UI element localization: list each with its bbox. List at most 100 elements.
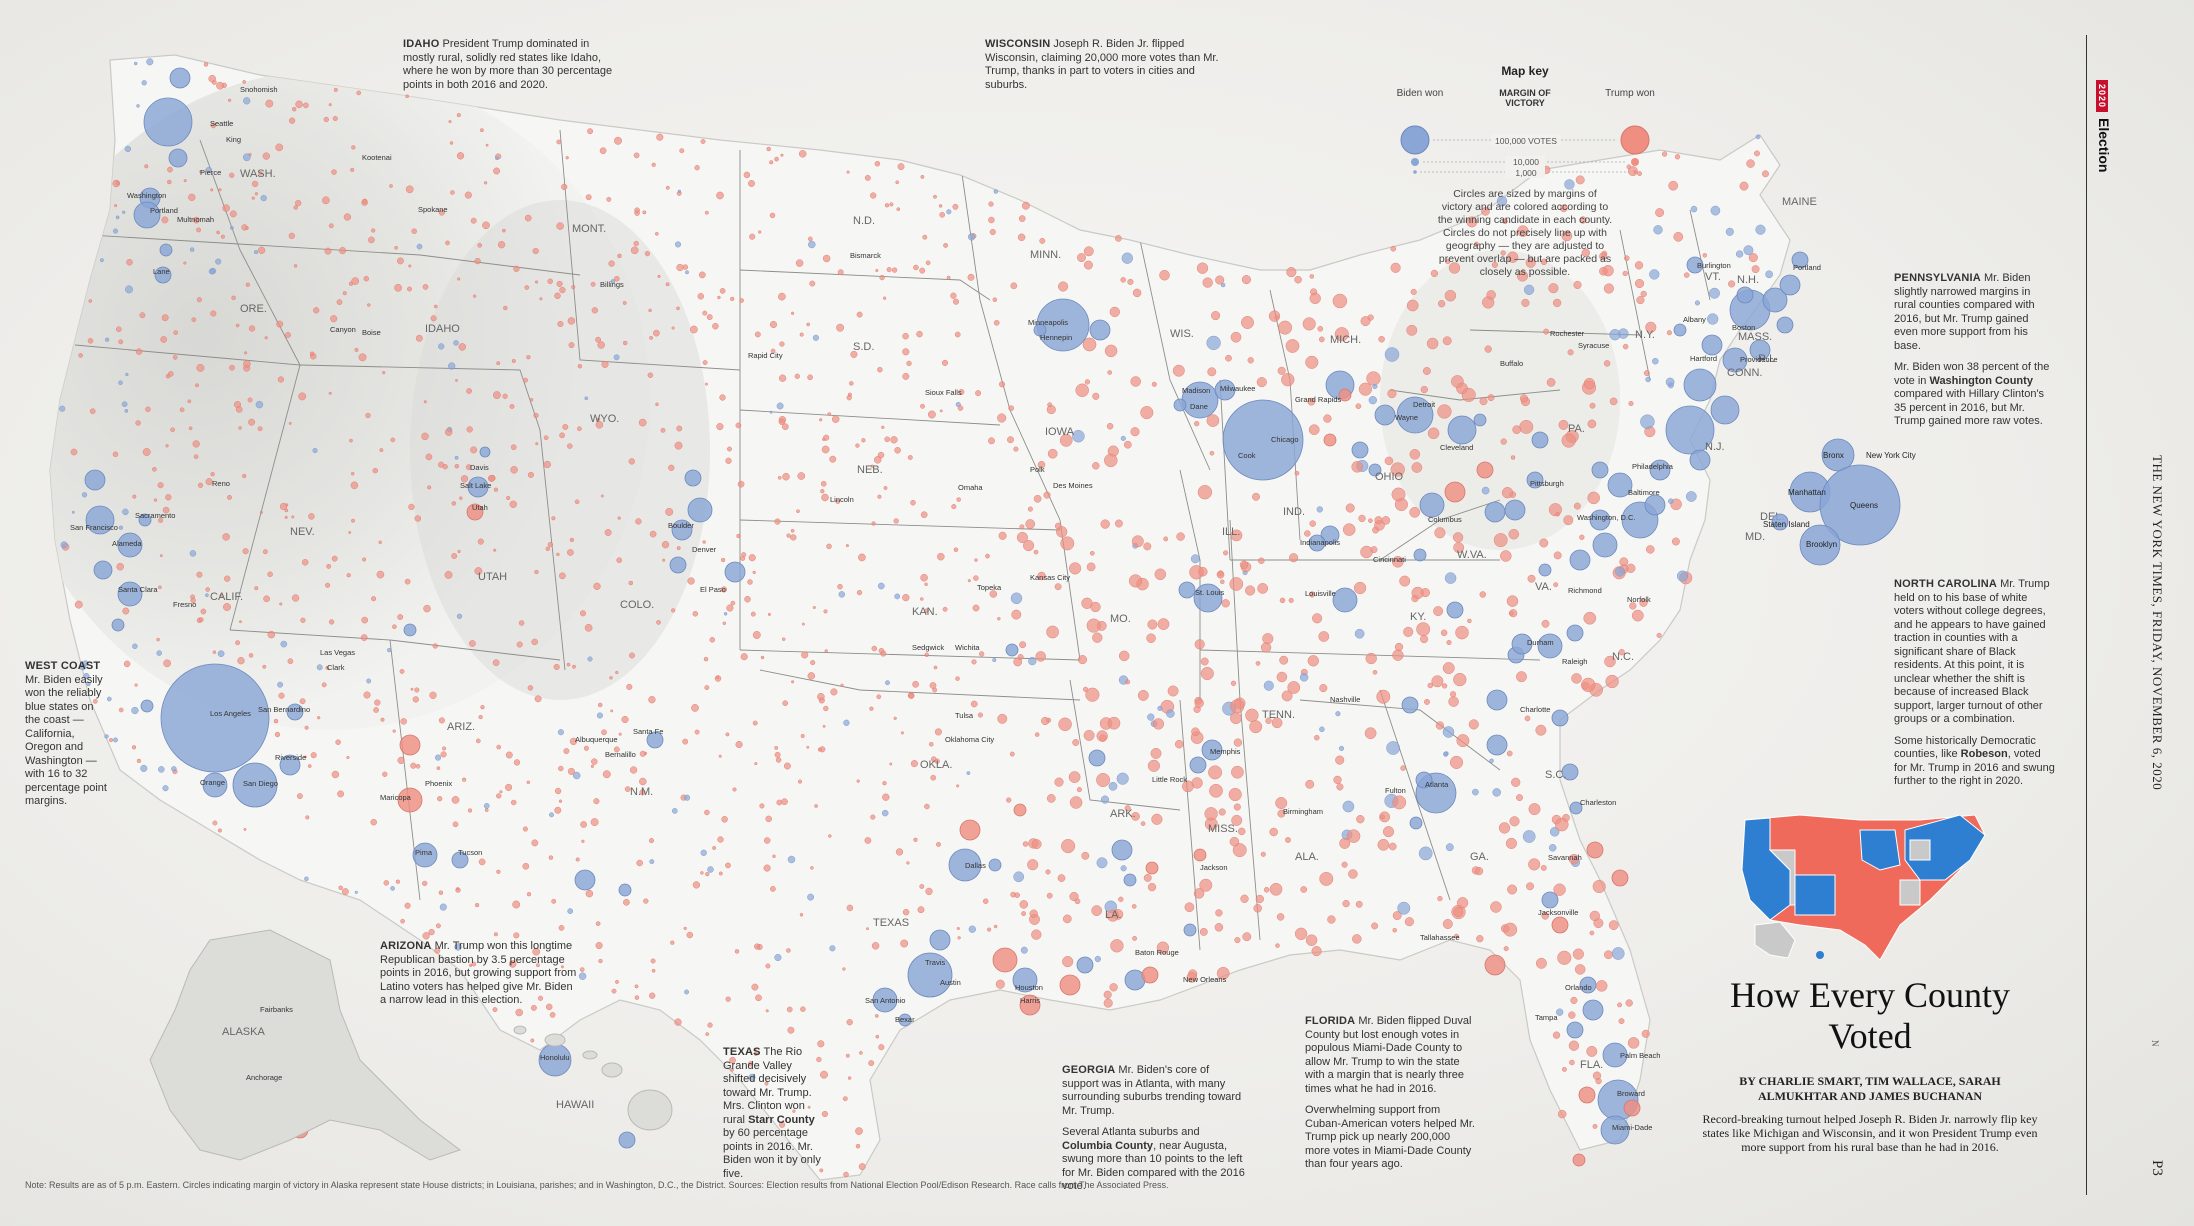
county-circle bbox=[1137, 689, 1149, 701]
county-circle bbox=[1521, 298, 1530, 307]
county-circle bbox=[1619, 557, 1629, 567]
county-circle bbox=[383, 880, 390, 886]
state-label: S.C. bbox=[1545, 769, 1566, 781]
county-circle bbox=[162, 785, 169, 792]
place-label: Reno bbox=[212, 479, 230, 488]
county-circle bbox=[1157, 618, 1170, 630]
county-circle bbox=[1481, 207, 1490, 216]
county-circle bbox=[193, 454, 199, 460]
county-circle bbox=[982, 898, 989, 904]
county-circle bbox=[929, 742, 934, 747]
place-label: Tucson bbox=[458, 848, 482, 857]
county-circle bbox=[308, 513, 315, 520]
county-circle bbox=[551, 516, 556, 521]
county-circle bbox=[276, 320, 284, 328]
county-circle bbox=[217, 828, 222, 833]
county-circle bbox=[1285, 339, 1300, 353]
place-label: New Orleans bbox=[1183, 975, 1227, 984]
county-circle bbox=[1039, 237, 1046, 244]
county-circle bbox=[1096, 857, 1108, 869]
county-circle bbox=[657, 274, 661, 278]
county-circle bbox=[1450, 691, 1457, 698]
county-circle bbox=[1035, 651, 1046, 662]
county-circle bbox=[717, 295, 721, 300]
county-circle bbox=[534, 695, 542, 703]
county-circle bbox=[1674, 154, 1681, 160]
annotation-emphasis: Columbia County bbox=[1062, 1139, 1154, 1152]
county-circle bbox=[1114, 519, 1123, 528]
county-circle bbox=[1202, 277, 1213, 288]
county-circle bbox=[629, 652, 635, 659]
county-circle bbox=[797, 472, 806, 480]
county-circle bbox=[598, 958, 603, 964]
county-circle bbox=[1380, 814, 1386, 820]
county-circle bbox=[484, 808, 489, 812]
county-circle bbox=[390, 886, 395, 891]
county-circle bbox=[229, 172, 235, 178]
place-label: Polk bbox=[1030, 465, 1045, 474]
county-circle bbox=[1083, 260, 1093, 270]
county-circle bbox=[1636, 296, 1645, 305]
county-circle bbox=[723, 612, 728, 616]
county-circle bbox=[724, 561, 746, 583]
county-circle bbox=[407, 286, 412, 292]
county-circle bbox=[1516, 671, 1527, 683]
county-circle bbox=[702, 360, 708, 366]
county-circle bbox=[428, 928, 435, 936]
nyc-label: Bronx bbox=[1823, 451, 1844, 460]
county-circle bbox=[967, 233, 976, 241]
county-circle bbox=[1191, 727, 1200, 736]
county-circle bbox=[791, 680, 795, 684]
county-circle bbox=[141, 80, 147, 86]
county-circle bbox=[1571, 673, 1582, 684]
county-circle bbox=[1316, 506, 1323, 513]
place-label: Louisville bbox=[1305, 589, 1336, 598]
county-circle bbox=[1323, 433, 1337, 447]
county-circle bbox=[765, 815, 772, 823]
county-circle bbox=[1586, 1045, 1598, 1057]
state-label: HAWAII bbox=[556, 1099, 594, 1111]
county-circle bbox=[835, 499, 841, 504]
annotation-body-2-end: , near Augusta, swung more than 10 point… bbox=[1062, 1139, 1245, 1193]
county-circle bbox=[882, 781, 887, 786]
county-circle bbox=[1225, 354, 1232, 362]
county-circle bbox=[621, 715, 629, 724]
county-circle bbox=[1365, 652, 1377, 665]
county-circle bbox=[1260, 642, 1272, 653]
county-circle bbox=[534, 280, 539, 284]
county-circle bbox=[156, 637, 160, 642]
county-circle bbox=[752, 631, 761, 639]
place-label: Boulder bbox=[668, 521, 694, 530]
county-circle bbox=[1611, 947, 1625, 960]
county-circle bbox=[989, 228, 996, 236]
county-circle bbox=[660, 427, 666, 433]
county-circle bbox=[590, 818, 599, 827]
county-circle bbox=[117, 581, 143, 607]
place-label: Bexar bbox=[895, 1015, 915, 1024]
county-circle bbox=[124, 145, 132, 153]
county-circle bbox=[1689, 449, 1711, 471]
county-circle bbox=[1725, 227, 1734, 236]
county-circle bbox=[1507, 251, 1519, 263]
county-circle bbox=[1526, 882, 1534, 891]
county-circle bbox=[158, 585, 162, 590]
county-circle bbox=[117, 532, 143, 558]
county-circle bbox=[992, 657, 997, 663]
county-circle bbox=[122, 210, 126, 214]
county-circle bbox=[277, 681, 284, 688]
county-circle bbox=[567, 443, 573, 449]
county-circle bbox=[1364, 727, 1377, 740]
county-circle bbox=[578, 972, 587, 980]
county-circle bbox=[1506, 750, 1513, 757]
county-circle bbox=[205, 166, 212, 173]
key-biden-medium-circle bbox=[1411, 158, 1419, 166]
county-circle bbox=[275, 143, 284, 152]
county-circle bbox=[828, 834, 832, 838]
county-circle bbox=[1592, 879, 1606, 894]
county-circle bbox=[1561, 763, 1579, 781]
county-circle bbox=[1147, 713, 1155, 721]
county-circle bbox=[558, 799, 563, 803]
county-circle bbox=[623, 898, 630, 906]
county-circle bbox=[1728, 280, 1736, 288]
county-circle bbox=[135, 348, 143, 355]
